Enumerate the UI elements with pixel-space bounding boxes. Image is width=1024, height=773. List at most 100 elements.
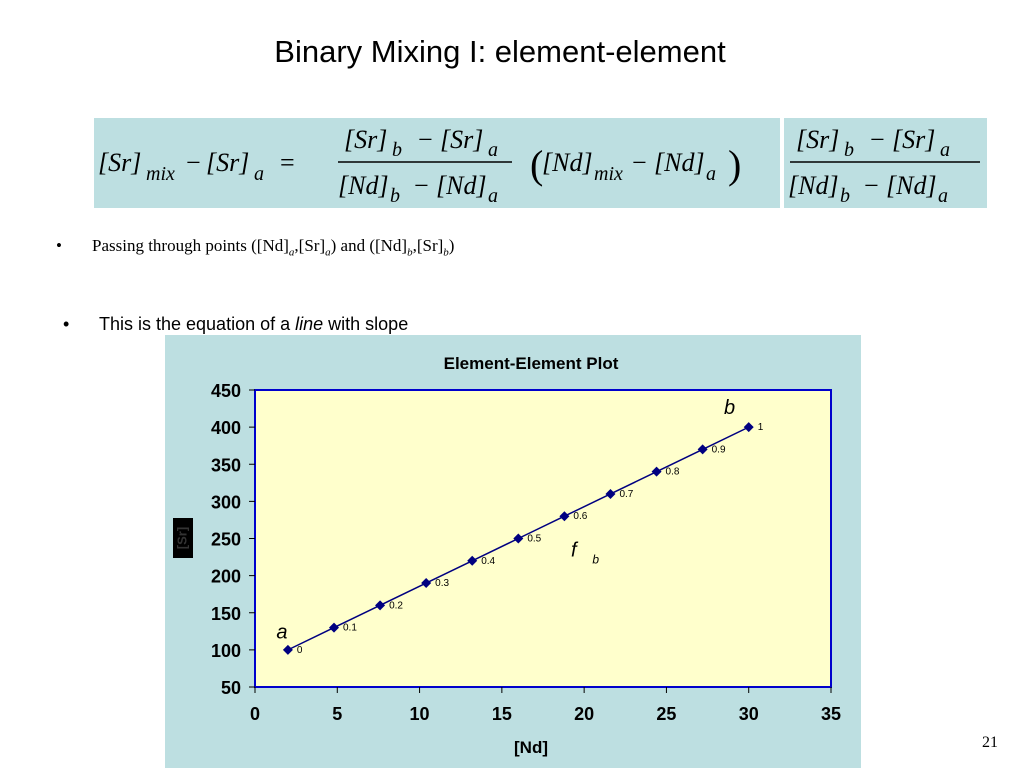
- mixing-equation: [Sr] mix − [Sr] a = [Sr] b − [Sr] a [Nd]…: [98, 125, 741, 207]
- x-tick-label: 5: [332, 704, 342, 724]
- eq-frac1-den-ndb: [Nd]: [338, 171, 389, 200]
- annotation-label: b: [724, 397, 735, 419]
- chart-svg: Element-Element Plot50100150200250300350…: [173, 354, 841, 757]
- slope-num-a: a: [940, 139, 950, 161]
- data-label: 0.1: [343, 623, 357, 634]
- data-point: [743, 422, 754, 433]
- slope-den-b: b: [840, 185, 850, 207]
- eq-frac1-den-b: b: [390, 185, 400, 207]
- slope-num-b: b: [844, 139, 854, 161]
- slope-num-minus: −: [870, 125, 885, 154]
- annotation-label: f: [571, 539, 579, 561]
- eq-minus-2: −: [632, 148, 647, 177]
- b1-end: ): [448, 236, 455, 255]
- y-tick-label: 100: [211, 641, 241, 661]
- eq-nd-mix: [Nd]: [542, 148, 593, 177]
- data-point: [375, 600, 386, 611]
- slope-den-minus: −: [864, 171, 879, 200]
- x-tick-label: 30: [739, 704, 759, 724]
- data-label: 1: [758, 422, 764, 433]
- annotation-label: a: [276, 622, 287, 644]
- b1-sub-b1: b: [407, 246, 413, 259]
- x-tick-label: 25: [656, 704, 676, 724]
- slope-den-ndb: [Nd]: [788, 171, 839, 200]
- data-label: 0.9: [712, 444, 726, 455]
- slope-num-srb: [Sr]: [796, 125, 839, 154]
- eq-minus-1: −: [186, 148, 201, 177]
- eq-frac1-num-minus: −: [418, 125, 433, 154]
- eq-nd-a: [Nd]: [654, 148, 705, 177]
- eq-frac1-num-sra: [Sr]: [440, 125, 483, 154]
- x-tick-label: 10: [410, 704, 430, 724]
- slide-title: Binary Mixing I: element-element: [274, 34, 726, 69]
- eq-nd-mix-sub: mix: [594, 163, 623, 185]
- bullet-passing-points-text: Passing through points ([Nd]a,[Sr]a) and…: [92, 236, 454, 258]
- x-tick-label: 20: [574, 704, 594, 724]
- bullet-dot: •: [63, 314, 70, 334]
- page-number: 21: [982, 734, 998, 751]
- b1-mid1: ,[Sr]: [294, 236, 326, 255]
- b1-sub-a2: a: [325, 246, 331, 259]
- x-tick-label: 35: [821, 704, 841, 724]
- y-tick-label: 250: [211, 530, 241, 550]
- element-element-chart: Element-Element Plot 50 100 150 200 250 300 350…: [165, 335, 861, 768]
- x-tick-label: 15: [492, 704, 512, 724]
- slope-den-a: a: [938, 185, 948, 207]
- y-tick-label: 50: [221, 678, 241, 698]
- eq-lhs-sr: [Sr]: [98, 148, 141, 177]
- data-label: 0.5: [527, 534, 541, 545]
- x-tick-label: 0: [250, 704, 260, 724]
- y-tick-label: 450: [211, 381, 241, 401]
- data-label: 0.7: [619, 489, 633, 500]
- eq-lhs-a-sub: a: [254, 163, 264, 185]
- y-tick-label: 300: [211, 492, 241, 512]
- bullet-dot: •: [56, 236, 62, 255]
- eq-lhs-sr-a: [Sr]: [206, 148, 249, 177]
- slope-box: [Sr] b − [Sr] a [Nd] b − [Nd] a: [784, 118, 987, 208]
- eq-frac1-den-nda: [Nd]: [436, 171, 487, 200]
- eq-equals: =: [280, 148, 295, 177]
- b1-prefix: Passing through points ([Nd]: [92, 236, 289, 255]
- bullet-line-slope-text: This is the equation of a line with slop…: [99, 314, 408, 335]
- y-axis-label: [Sr]: [174, 527, 189, 549]
- eq-frac1-num-b: b: [392, 139, 402, 161]
- eq-frac1-num-srb: [Sr]: [344, 125, 387, 154]
- data-label: 0: [297, 645, 303, 656]
- y-axis-label-box: [173, 518, 193, 558]
- data-label: 0.6: [573, 511, 587, 522]
- data-label: 0.8: [666, 467, 680, 478]
- eq-frac1-den-a: a: [488, 185, 498, 207]
- y-tick-label: 350: [211, 455, 241, 475]
- data-point: [421, 578, 432, 589]
- data-label: 0.2: [389, 600, 403, 611]
- b2-italic: line: [295, 314, 324, 334]
- b1-mid3: ,[Sr]: [412, 236, 444, 255]
- y-tick-label: 400: [211, 418, 241, 438]
- eq-frac1-num-a: a: [488, 139, 498, 161]
- data-point: [513, 533, 524, 544]
- y-tick-label: 200: [211, 567, 241, 587]
- equation-box: [Sr] mix − [Sr] a = [Sr] b − [Sr] a [Nd]…: [94, 118, 780, 208]
- data-label: 0.3: [435, 578, 449, 589]
- plot-area: [254, 389, 832, 688]
- data-point: [467, 555, 478, 566]
- eq-nd-a-sub: a: [706, 163, 716, 185]
- eq-paren-close: ): [728, 142, 741, 187]
- b2-prefix: This is the equation of a: [99, 314, 296, 334]
- slope-num-sra: [Sr]: [892, 125, 935, 154]
- annotation-label: b: [592, 553, 599, 567]
- x-axis-label: [Nd]: [514, 738, 548, 757]
- b2-suffix: with slope: [323, 314, 409, 334]
- data-label: 0.4: [481, 556, 495, 567]
- data-point: [282, 644, 293, 655]
- data-point: [697, 444, 708, 455]
- b1-sub-b2: b: [443, 246, 449, 259]
- slope-fraction: [Sr] b − [Sr] a [Nd] b − [Nd] a: [788, 125, 980, 207]
- chart-title: Element-Element Plot: [444, 354, 619, 373]
- data-point: [328, 622, 339, 633]
- data-point: [605, 488, 616, 499]
- y-tick-label: 150: [211, 604, 241, 624]
- eq-frac1-den-minus: −: [414, 171, 429, 200]
- slope-den-nda: [Nd]: [886, 171, 937, 200]
- b1-sub-a1: a: [288, 246, 295, 259]
